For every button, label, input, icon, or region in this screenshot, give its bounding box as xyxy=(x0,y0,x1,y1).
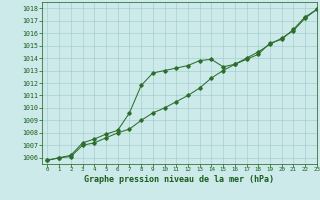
X-axis label: Graphe pression niveau de la mer (hPa): Graphe pression niveau de la mer (hPa) xyxy=(84,175,274,184)
